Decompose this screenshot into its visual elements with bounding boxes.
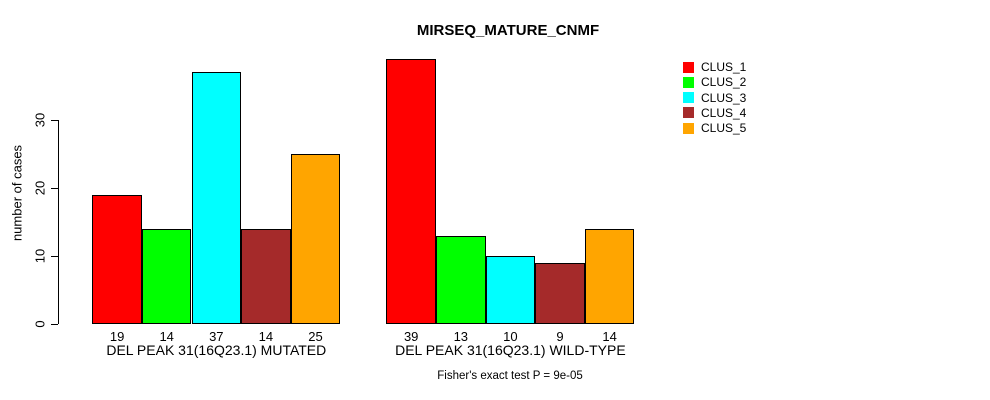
y-axis-tick xyxy=(50,187,58,189)
bar xyxy=(191,72,242,324)
bar-value-label: 14 xyxy=(602,329,617,344)
y-axis-tick xyxy=(50,323,58,325)
bar xyxy=(535,262,585,324)
bar-value-label: 25 xyxy=(308,329,323,344)
y-axis-tick xyxy=(50,255,58,257)
bar xyxy=(290,154,341,324)
bar xyxy=(436,235,486,324)
legend-swatch xyxy=(683,61,694,73)
legend-label: CLUS_2 xyxy=(701,75,747,90)
legend-swatch xyxy=(683,92,694,104)
bar-value-label: 19 xyxy=(109,329,125,344)
legend-item: CLUS_1 xyxy=(683,61,746,73)
legend-label: CLUS_4 xyxy=(701,105,747,120)
bar-value-label: 13 xyxy=(453,329,469,344)
bar-value-label: 39 xyxy=(403,329,419,344)
legend-label: CLUS_5 xyxy=(701,121,747,136)
bar-value-label: 37 xyxy=(209,329,224,344)
chart-title: MIRSEQ_MATURE_CNMF xyxy=(416,22,600,39)
bar-value-label: 14 xyxy=(258,329,274,344)
category-label: DEL PEAK 31(16Q23.1) MUTATED xyxy=(106,341,327,358)
legend-swatch xyxy=(683,107,694,119)
y-tick-label-text: 30 xyxy=(32,112,48,128)
y-tick-label-text: 10 xyxy=(32,248,48,264)
bar xyxy=(485,256,536,324)
legend-item: CLUS_4 xyxy=(683,107,746,119)
bar xyxy=(386,58,436,324)
bar-value-label: 9 xyxy=(556,329,564,344)
legend-swatch xyxy=(683,122,694,134)
legend-label: CLUS_3 xyxy=(701,90,747,105)
legend-item: CLUS_2 xyxy=(683,76,746,88)
legend-item: CLUS_3 xyxy=(683,92,746,104)
y-axis-line xyxy=(57,120,59,324)
annotation-text: Fisher's exact test P = 9e-05 xyxy=(437,370,583,382)
legend-swatch xyxy=(683,76,694,88)
bar xyxy=(584,228,635,324)
bar xyxy=(141,228,192,324)
bar xyxy=(92,194,142,324)
y-axis-tick xyxy=(50,119,58,121)
category-label: DEL PEAK 31(16Q23.1) WILD-TYPE xyxy=(395,341,626,358)
y-tick-label-text: 20 xyxy=(32,180,48,196)
bar xyxy=(241,228,291,324)
bar-value-label: 10 xyxy=(503,329,518,344)
legend-label: CLUS_1 xyxy=(701,60,747,74)
bar-value-label: 14 xyxy=(159,329,174,344)
y-tick-label-text: 0 xyxy=(32,320,48,328)
legend-item: CLUS_5 xyxy=(683,122,746,134)
y-axis-label-text: number of cases xyxy=(9,144,25,242)
